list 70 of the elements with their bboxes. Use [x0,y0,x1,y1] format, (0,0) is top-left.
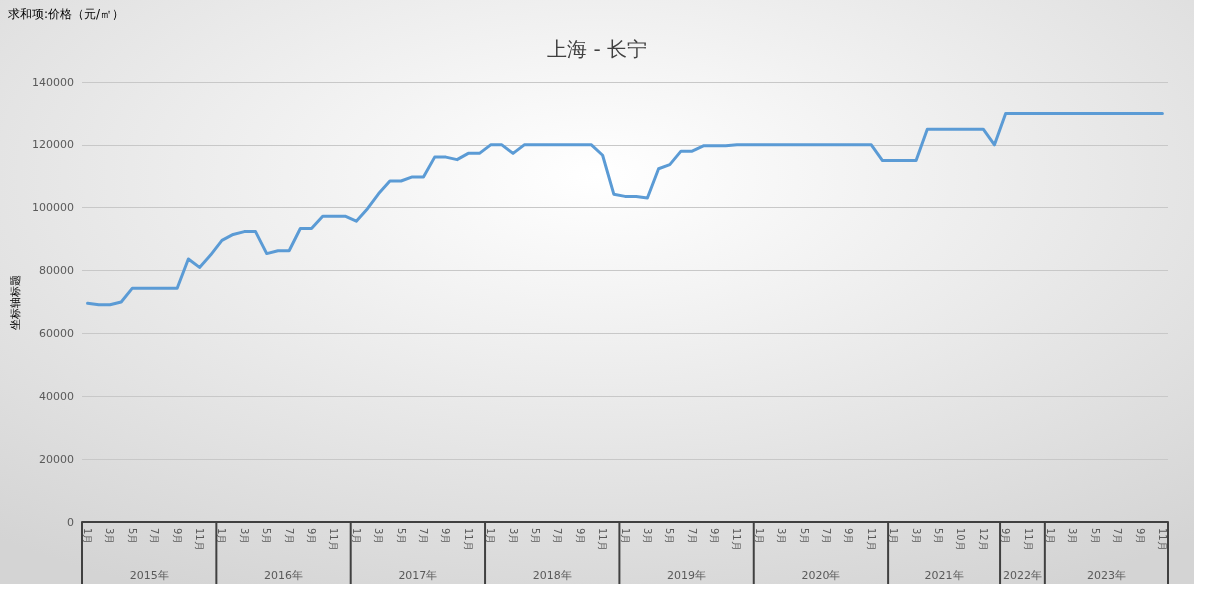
x-tick-label: 7月 [552,528,564,545]
x-tick-label: 11月 [731,528,743,551]
y-tick-label: 20000 [39,452,74,466]
x-tick-label: 5月 [126,528,138,545]
x-tick-label: 5月 [529,528,541,545]
x-tick-label: 5月 [395,528,407,545]
x-tick-label: 5月 [261,528,273,545]
x-tick-label: 11月 [865,528,877,551]
x-tick-label: 11月 [1156,528,1168,551]
x-tick-label: 5月 [664,528,676,545]
text: 求和项:价格（元/㎡） [8,7,125,21]
x-tick-label: 3月 [104,528,116,545]
x-tick-label: 7月 [821,528,833,545]
y-tick-label: 100000 [32,201,74,215]
x-tick-label: 11月 [1022,528,1034,551]
x-tick-label: 9月 [440,528,452,545]
x-tick-label: 1月 [216,528,228,545]
x-tick-label: 1月 [82,528,94,545]
y-axis-title: 坐标轴标题 [9,274,23,330]
x-tick-label: 7月 [417,528,429,545]
x-tick-label: 7月 [149,528,161,545]
x-tick-label: 3月 [373,528,385,545]
y-tick-label: 60000 [39,326,74,340]
text: 2015年 [129,568,169,582]
text: 2023年 [1086,568,1126,582]
line-series [86,111,1164,307]
x-tick-label: 3月 [641,528,653,545]
text: 2016年 [264,568,304,582]
x-tick-label: 3月 [776,528,788,545]
x-tick-label: 1月 [888,528,900,545]
x-tick-label: 3月 [1067,528,1079,545]
x-tick-label: 9月 [1000,528,1012,545]
x-tick-label: 11月 [462,528,474,551]
x-tick-label: 11月 [328,528,340,551]
x-tick-label: 1月 [485,528,497,545]
y-tick-label: 140000 [32,75,74,89]
y-tick-label: 80000 [39,264,74,278]
x-tick-label: 3月 [238,528,250,545]
x-tick-label: 1月 [753,528,765,545]
x-tick-label: 9月 [171,528,183,545]
text: 2021年 [924,568,964,582]
chart-title: 上海 - 长宁 [547,37,647,61]
x-tick-label: 3月 [910,528,922,545]
x-tick-label: 5月 [932,528,944,545]
x-tick-label: 7月 [283,528,295,545]
x-tick-label: 1月 [1044,528,1056,545]
x-tick-label: 10月 [955,528,967,551]
x-tick-label: 11月 [194,528,206,551]
text: 2020年 [801,568,841,582]
text: 2022年 [1002,568,1042,582]
y-tick-label: 0 [67,515,74,529]
x-tick-label: 3月 [507,528,519,545]
x-tick-label: 12月 [977,528,989,551]
text: 2017年 [398,568,438,582]
x-tick-label: 1月 [619,528,631,545]
x-tick-label: 5月 [1089,528,1101,545]
x-tick-label: 9月 [574,528,586,545]
x-tick-label: 7月 [1112,528,1124,545]
x-tick-label: 9月 [709,528,721,545]
y-tick-label: 40000 [39,389,74,403]
x-tick-label: 9月 [306,528,318,545]
x-tick-label: 9月 [843,528,855,545]
x-tick-label: 7月 [686,528,698,545]
x-tick-label: 11月 [597,528,609,551]
y-tick-label: 120000 [32,138,74,152]
x-tick-label: 9月 [1134,528,1146,545]
x-tick-label: 1月 [350,528,362,545]
x-tick-label: 5月 [798,528,810,545]
text: 2018年 [532,568,572,582]
text: 2019年 [667,568,707,582]
